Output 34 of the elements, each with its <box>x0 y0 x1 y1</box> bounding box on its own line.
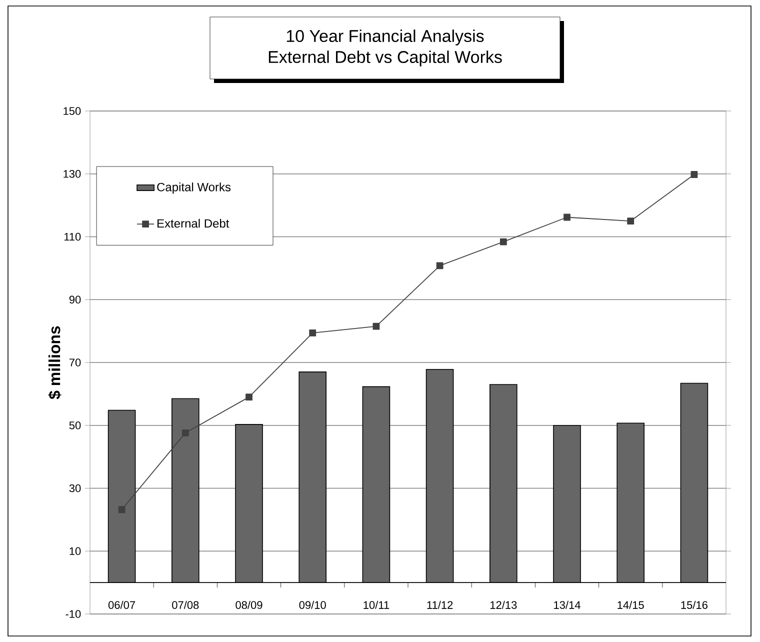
point <box>500 238 507 246</box>
x-tick-label: 14/15 <box>618 600 644 609</box>
y-tick-label: 150 <box>64 107 81 115</box>
x-tick-label: 10/11 <box>364 600 390 609</box>
y-tick-label: 30 <box>69 484 81 492</box>
x-tick-label: 13/14 <box>554 600 580 609</box>
x-tick-label: 08/09 <box>236 600 262 609</box>
point <box>372 322 380 330</box>
legend-label: Capital Works <box>157 182 231 194</box>
y-tick-label: 50 <box>69 421 81 430</box>
x-tick-label: 12/13 <box>490 600 517 609</box>
y-tick-label: 110 <box>64 232 81 241</box>
point <box>309 329 316 336</box>
point <box>690 171 698 178</box>
y-tick-label: 90 <box>69 296 81 304</box>
point <box>246 394 252 401</box>
x-tick-label: 07/08 <box>172 600 199 609</box>
y-tick-label: 70 <box>69 358 81 366</box>
x-tick-label: 06/07 <box>108 600 136 609</box>
point <box>564 214 570 221</box>
y-tick-label: 130 <box>64 170 81 178</box>
legend-label: External Debt <box>158 218 230 228</box>
x-tick-label: 15/16 <box>681 600 708 609</box>
point <box>118 506 126 514</box>
y-tick-label: 10 <box>70 547 81 556</box>
x-tick-label: 09/10 <box>299 600 326 609</box>
point <box>627 218 634 224</box>
y-tick-label: -10 <box>66 610 81 618</box>
x-tick-label: 11/12 <box>427 600 453 609</box>
point <box>436 262 444 270</box>
y-axis-title: $ millions <box>48 326 62 400</box>
point <box>182 429 189 436</box>
chart-title: 10 Year Financial Analysis <box>286 30 484 46</box>
chart-subtitle: External Debt vs Capital Works <box>268 50 502 66</box>
